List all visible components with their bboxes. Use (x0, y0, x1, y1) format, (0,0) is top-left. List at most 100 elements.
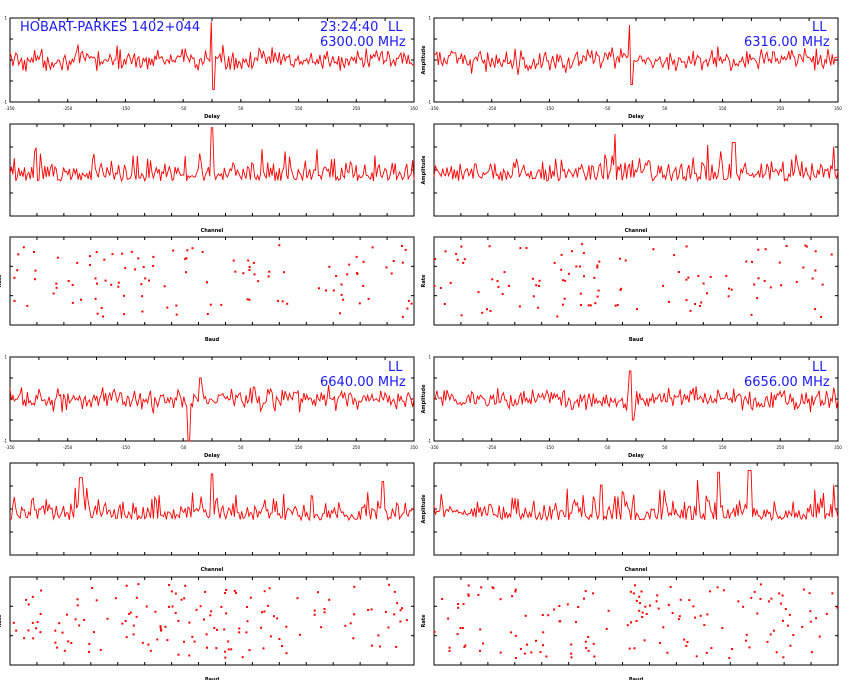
scatter-point (399, 620, 402, 623)
scatter-point (407, 299, 410, 302)
scatter-point (362, 260, 365, 263)
scatter-point (564, 279, 567, 282)
scatter-point (519, 648, 522, 650)
y-axis-label: Rate (0, 614, 3, 628)
scatter-point (58, 622, 61, 625)
scatter-point (542, 631, 545, 634)
scatter-point (238, 631, 241, 634)
scatter-point (344, 624, 347, 627)
scatter-point (248, 268, 251, 271)
scatter-point (526, 643, 528, 646)
scatter-point (589, 304, 592, 307)
scatter-point (710, 647, 713, 650)
scatter-point (593, 276, 596, 279)
scatter-point (296, 597, 299, 600)
scatter-point (88, 642, 91, 645)
scatter-point (531, 277, 534, 280)
scatter-point (370, 608, 373, 611)
scatter-point (456, 258, 459, 261)
scatter-point (132, 624, 135, 627)
x-tick-label: -250 (63, 106, 73, 111)
scatter-point (223, 628, 226, 631)
scatter-point (154, 610, 157, 613)
scatter-point (584, 640, 587, 643)
scatter-point (772, 629, 775, 632)
scatter-point (183, 640, 185, 643)
scatter-point (444, 250, 447, 253)
chart-panel-delay: -350 -250 -150 -50 50 150 250 350 -1 1 Delay Amplit… (421, 355, 842, 460)
scatter-point (406, 307, 409, 310)
scatter-point (159, 625, 162, 628)
scatter-point (802, 266, 805, 269)
scatter-point (582, 252, 585, 255)
series-line (433, 24, 839, 85)
scatter-point (581, 243, 584, 246)
scatter-point (677, 271, 680, 273)
scatter-point (130, 250, 133, 253)
scatter-point (80, 298, 82, 301)
scatter-point (242, 272, 245, 275)
scatter-point (510, 631, 513, 634)
scatter-point (63, 649, 66, 652)
scatter-point (583, 597, 585, 600)
scatter-point (103, 258, 106, 261)
x-tick-label: 350 (834, 106, 842, 111)
scatter-point (703, 624, 706, 627)
scatter-point (16, 269, 19, 272)
scatter-point (71, 301, 74, 304)
plot-frame (9, 236, 415, 326)
scatter-point (575, 265, 578, 268)
chart-panel-channel: Channel (9, 123, 415, 234)
scatter-point (766, 640, 769, 643)
scatter-point (147, 643, 150, 646)
plot-frame (9, 356, 415, 442)
scatter-point (496, 280, 499, 283)
scatter-point (530, 651, 533, 654)
scatter-point (685, 299, 688, 302)
scatter-point (784, 608, 787, 610)
y-tick-label: -1 (3, 439, 7, 444)
scatter-point (477, 593, 480, 596)
scatter-point (83, 618, 86, 621)
scatter-point (577, 606, 580, 608)
scatter-point (702, 282, 705, 285)
scatter-point (626, 624, 629, 627)
scatter-point (123, 294, 125, 297)
scatter-point (511, 595, 514, 598)
scatter-point (686, 641, 689, 643)
scatter-point (524, 614, 527, 617)
scatter-point (507, 285, 510, 287)
scatter-point (491, 278, 494, 281)
scatter-point (220, 605, 223, 608)
scatter-point (518, 305, 521, 308)
scatter-point (96, 312, 99, 315)
scatter-point (767, 600, 770, 603)
scatter-point (370, 644, 373, 647)
scatter-point (808, 592, 811, 595)
scatter-point (104, 279, 107, 282)
plot-frame (433, 576, 839, 666)
scatter-point (206, 646, 208, 649)
scatter-point (388, 583, 391, 586)
chart-panel-baud: Baud Rate (421, 236, 839, 343)
scatter-point (457, 603, 460, 605)
scatter-point (156, 638, 159, 641)
scatter-point (619, 289, 622, 291)
x-tick-label: 150 (719, 445, 727, 450)
scatter-point (636, 308, 638, 311)
scatter-point (699, 614, 702, 617)
scatter-point (267, 604, 270, 607)
scatter-point (401, 261, 404, 264)
scatter-point (71, 284, 74, 286)
scatter-point (206, 281, 208, 284)
scatter-point (489, 310, 492, 312)
scatter-point (547, 614, 550, 617)
scatter-point (32, 637, 35, 640)
scatter-point (535, 639, 537, 642)
x-tick-label: 150 (719, 106, 727, 111)
scatter-point (117, 285, 120, 288)
scatter-point (499, 598, 502, 601)
scatter-point (234, 270, 237, 273)
scatter-point (353, 585, 356, 588)
scatter-point (778, 592, 781, 595)
